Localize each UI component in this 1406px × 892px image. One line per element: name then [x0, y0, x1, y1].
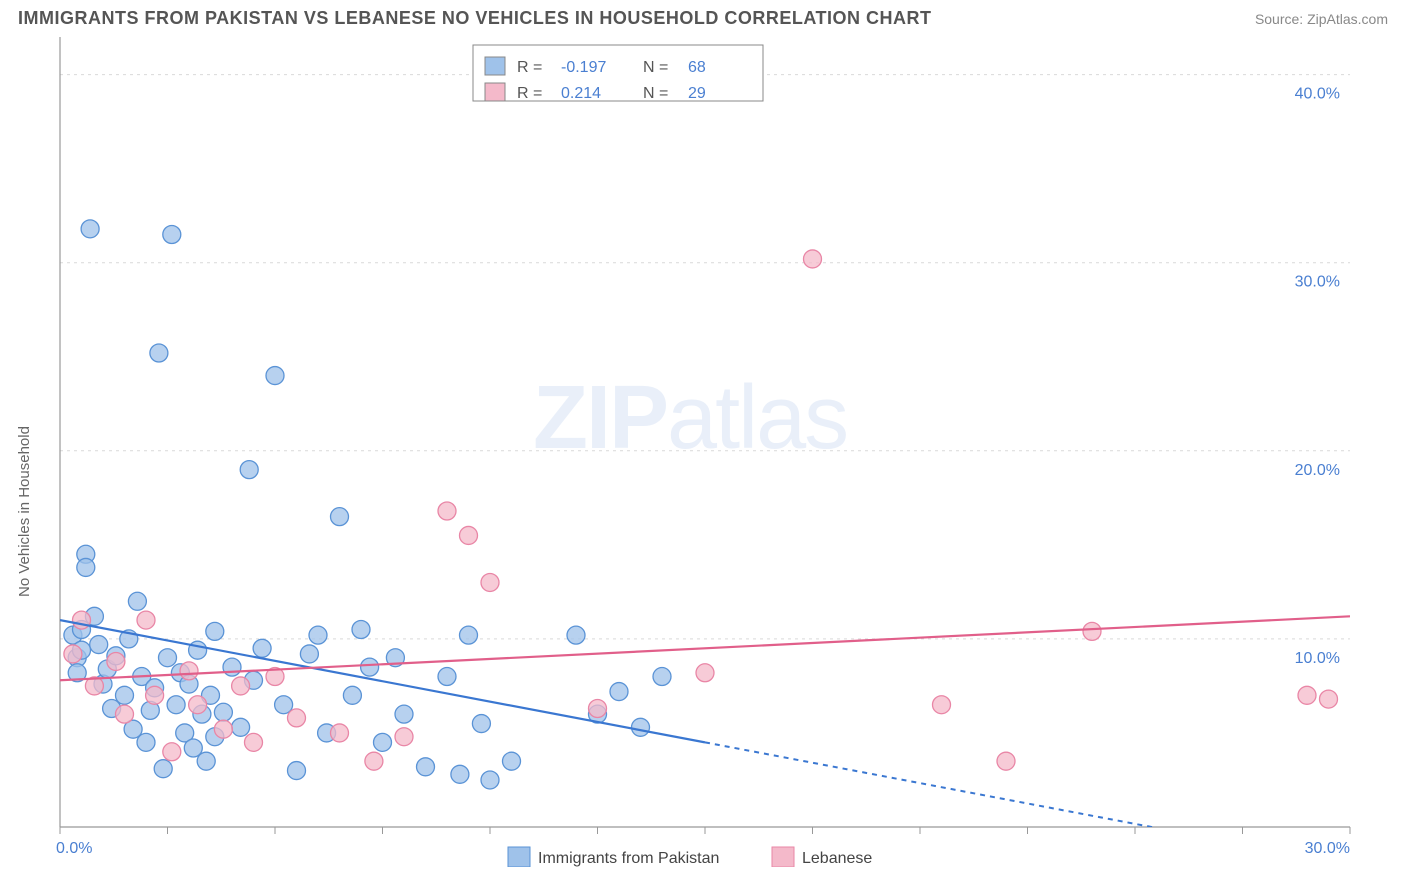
legend-n-value: 68: [688, 59, 706, 76]
lebanese-point: [1320, 690, 1338, 708]
pakistan-point: [610, 683, 628, 701]
lebanese-point: [189, 696, 207, 714]
lebanese-point: [107, 652, 125, 670]
pakistan-point: [266, 367, 284, 385]
pakistan-point: [632, 718, 650, 736]
lebanese-point: [696, 664, 714, 682]
source-link[interactable]: ZipAtlas.com: [1307, 11, 1388, 27]
pakistan-point: [309, 626, 327, 644]
pakistan-point: [395, 705, 413, 723]
legend-n-label: N =: [643, 59, 668, 76]
legend-swatch: [485, 83, 505, 101]
pakistan-point: [232, 718, 250, 736]
lebanese-point: [481, 573, 499, 591]
legend-r-value: -0.197: [561, 59, 606, 76]
pakistan-point: [240, 461, 258, 479]
y-axis-label: No Vehicles in Household: [16, 426, 33, 597]
lebanese-point: [64, 645, 82, 663]
lebanese-point: [395, 728, 413, 746]
pakistan-point: [154, 760, 172, 778]
y-tick-label: 30.0%: [1295, 274, 1340, 291]
pakistan-point: [150, 344, 168, 362]
lebanese-point: [933, 696, 951, 714]
lebanese-point: [232, 677, 250, 695]
y-tick-label: 20.0%: [1295, 462, 1340, 479]
series-swatch: [508, 847, 530, 867]
lebanese-point: [438, 502, 456, 520]
series-swatch: [772, 847, 794, 867]
pakistan-point: [159, 649, 177, 667]
pakistan-point: [81, 220, 99, 238]
pakistan-point: [163, 226, 181, 244]
legend-n-value: 29: [688, 85, 706, 102]
legend-n-label: N =: [643, 85, 668, 102]
pakistan-point: [300, 645, 318, 663]
lebanese-point: [214, 720, 232, 738]
pakistan-point: [438, 668, 456, 686]
pakistan-point: [206, 622, 224, 640]
pakistan-point: [343, 686, 361, 704]
lebanese-point: [288, 709, 306, 727]
pakistan-point: [653, 668, 671, 686]
pakistan-point: [197, 752, 215, 770]
x-tick-label: 0.0%: [56, 840, 92, 857]
lebanese-point: [116, 705, 134, 723]
y-tick-label: 10.0%: [1295, 650, 1340, 667]
lebanese-point: [1298, 686, 1316, 704]
lebanese-point: [589, 700, 607, 718]
legend-r-label: R =: [517, 85, 542, 102]
lebanese-point: [180, 662, 198, 680]
pakistan-point: [503, 752, 521, 770]
series-label: Immigrants from Pakistan: [538, 850, 719, 867]
pakistan-point: [331, 508, 349, 526]
lebanese-point: [146, 686, 164, 704]
pakistan-point: [460, 626, 478, 644]
correlation-scatter-chart: 10.0% 20.0% 30.0% 40.0% 0.0% 30.0% R = -0.197 N …: [18, 37, 1388, 867]
x-tick-label: 30.0%: [1305, 840, 1350, 857]
lebanese-point: [163, 743, 181, 761]
legend-r-value: 0.214: [561, 85, 601, 102]
pakistan-point: [451, 765, 469, 783]
pakistan-point: [137, 733, 155, 751]
chart-container: No Vehicles in Household 10.0% 20.0% 30.0%…: [18, 37, 1388, 872]
lebanese-point: [331, 724, 349, 742]
pakistan-point: [77, 558, 95, 576]
pakistan-point: [567, 626, 585, 644]
pakistan-point: [481, 771, 499, 789]
lebanese-point: [245, 733, 263, 751]
source-attribution: Source: ZipAtlas.com: [1255, 11, 1388, 27]
lebanese-point: [1083, 622, 1101, 640]
pakistan-point: [223, 658, 241, 676]
pakistan-point: [417, 758, 435, 776]
chart-title: IMMIGRANTS FROM PAKISTAN VS LEBANESE NO …: [18, 8, 932, 29]
legend-swatch: [485, 57, 505, 75]
source-label: Source:: [1255, 11, 1307, 27]
pakistan-point: [361, 658, 379, 676]
lebanese-point: [460, 526, 478, 544]
lebanese-point: [137, 611, 155, 629]
legend-r-label: R =: [517, 59, 542, 76]
pakistan-point: [374, 733, 392, 751]
lebanese-point: [997, 752, 1015, 770]
pakistan-point: [352, 621, 370, 639]
pakistan-point: [167, 696, 185, 714]
pakistan-point: [214, 703, 232, 721]
pakistan-point: [288, 762, 306, 780]
pakistan-point: [472, 715, 490, 733]
y-tick-label: 40.0%: [1295, 86, 1340, 103]
pakistan-point: [253, 639, 271, 657]
pakistan-point: [90, 636, 108, 654]
pakistan-point: [128, 592, 146, 610]
pakistan-trend-extrap: [705, 742, 1350, 864]
pakistan-point: [116, 686, 134, 704]
series-label: Lebanese: [802, 850, 872, 867]
lebanese-point: [365, 752, 383, 770]
lebanese-point: [804, 250, 822, 268]
